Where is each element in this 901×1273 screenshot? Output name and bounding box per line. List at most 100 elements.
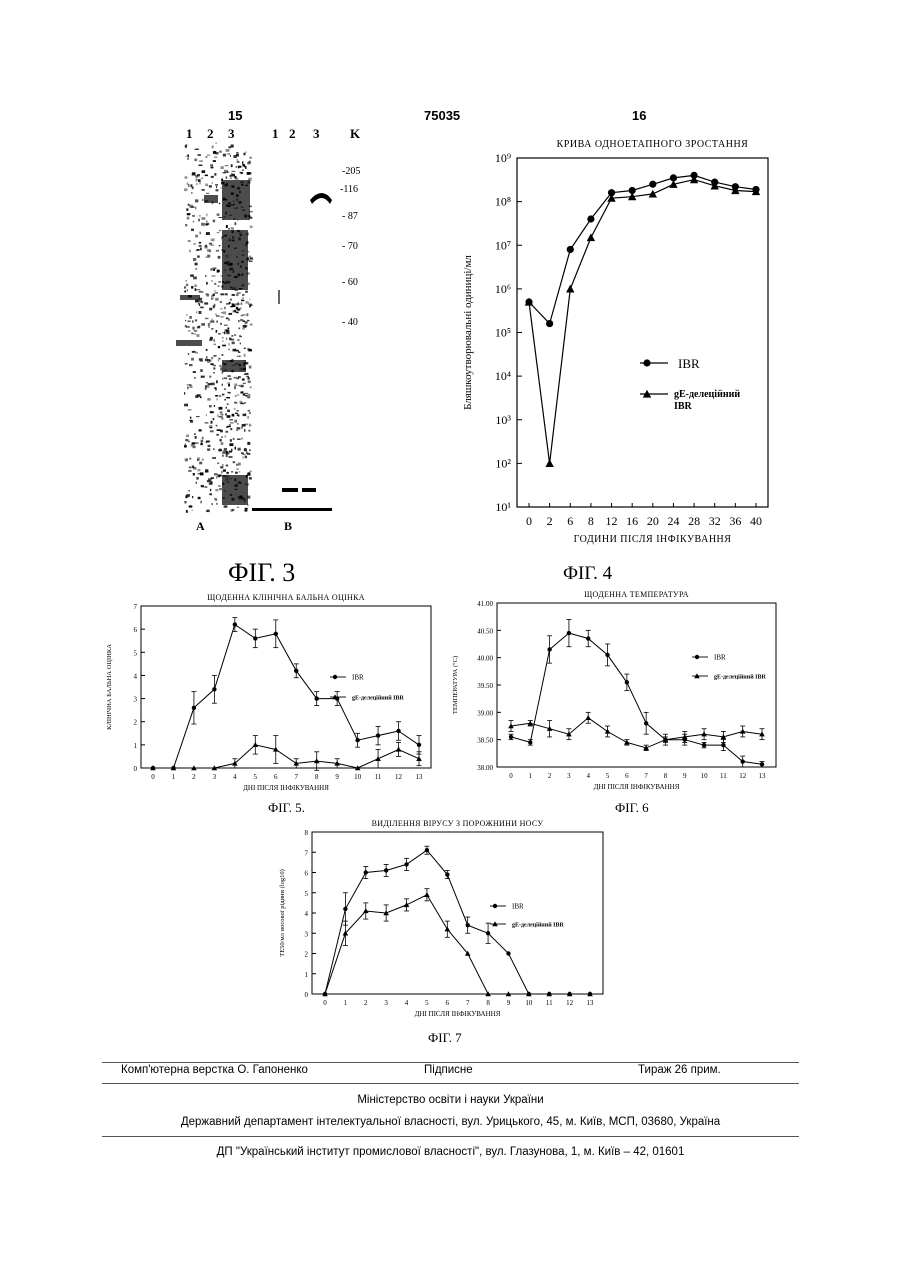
gel-speck <box>243 321 246 323</box>
gel-speck <box>218 346 220 348</box>
gel-band <box>222 180 250 220</box>
data-point <box>396 729 400 733</box>
y-tick-label: 10⁷ <box>495 238 511 252</box>
gel-speck <box>212 457 216 458</box>
gel-speck <box>244 429 245 432</box>
gel-band <box>302 488 316 492</box>
x-tick-label: 6 <box>625 772 629 780</box>
plot-frame <box>497 603 776 767</box>
lane-label-a3: 3 <box>228 126 235 141</box>
gel-speck <box>208 383 212 385</box>
gel-speck <box>209 185 212 187</box>
gel-speck <box>220 411 223 413</box>
gel-speck <box>198 219 199 222</box>
gel-speck <box>241 438 242 440</box>
gel-speck <box>199 429 202 431</box>
gel-speck <box>248 161 251 163</box>
gel-speck <box>207 362 210 363</box>
data-point <box>253 636 257 640</box>
gel-speck <box>237 439 241 441</box>
gel-speck <box>239 335 241 337</box>
x-tick-label: 4 <box>233 773 237 781</box>
gel-speck <box>232 342 235 345</box>
gel-speck <box>195 149 199 150</box>
gel-speck <box>249 478 251 479</box>
gel-speck <box>235 350 238 352</box>
y-tick-label: 40.00 <box>477 655 493 663</box>
gel-speck <box>187 217 190 220</box>
fig6-chart: ЩОДЕННА ТЕМПЕРАТУРА38.0038.5039.0039.504… <box>440 584 790 799</box>
gel-speck <box>188 204 190 206</box>
data-point <box>355 738 359 742</box>
gel-speck <box>191 229 194 231</box>
plot-frame <box>141 606 431 768</box>
gel-speck <box>228 146 231 148</box>
gel-speck <box>202 199 204 201</box>
gel-speck <box>226 451 228 454</box>
y-tick-label: 0 <box>305 991 309 999</box>
gel-band <box>278 290 280 304</box>
patent-number: 75035 <box>424 108 460 123</box>
gel-speck <box>192 320 194 322</box>
series-line <box>529 175 756 323</box>
gel-speck <box>196 178 198 181</box>
series-ge-deleted <box>508 712 765 750</box>
gel-speck <box>199 245 202 247</box>
x-tick-label: 1 <box>529 772 533 780</box>
chart-title: КРИВА ОДНОЕТАПНОГО ЗРОСТАННЯ <box>557 139 749 150</box>
gel-speck <box>211 167 213 169</box>
gel-speck <box>248 394 251 395</box>
gel-speck <box>217 463 219 464</box>
gel-speck <box>230 439 232 442</box>
gel-speck <box>226 407 227 409</box>
gel-speck <box>199 358 203 360</box>
data-point <box>417 743 421 747</box>
gel-speck <box>210 363 213 365</box>
gel-speck <box>210 337 213 340</box>
gel-speck <box>237 395 240 396</box>
series-line <box>529 180 756 464</box>
gel-speck <box>224 399 226 401</box>
gel-speck <box>229 378 232 380</box>
gel-speck <box>247 320 250 321</box>
gel-speck <box>244 354 246 357</box>
gel-speck <box>226 472 228 474</box>
gel-speck <box>193 333 196 334</box>
gel-speck <box>250 226 253 229</box>
gel-speck <box>213 372 214 373</box>
gel-speck <box>217 429 221 431</box>
x-tick-label: 0 <box>151 773 155 781</box>
gel-speck <box>242 164 245 166</box>
data-point <box>567 631 571 635</box>
gel-speck <box>227 375 230 377</box>
gel-speck <box>237 378 239 380</box>
gel-speck <box>201 442 203 445</box>
y-axis-label: КЛІНІЧНА БАЛЬНА ОЦІНКА <box>106 644 113 730</box>
fig3-gel: 1 2 3 1 2 3 K -205 -116 - 87 - 70 - 60 -… <box>160 120 390 540</box>
gel-speck <box>226 465 228 467</box>
gel-speck <box>193 221 194 223</box>
gel-speck <box>191 333 193 335</box>
gel-speck <box>245 395 247 397</box>
data-point <box>649 190 657 198</box>
gel-speck <box>210 489 211 491</box>
data-point <box>445 872 449 876</box>
x-tick-label: 5 <box>606 772 610 780</box>
gel-speck <box>230 155 231 157</box>
gel-speck <box>226 338 227 340</box>
data-point <box>396 747 402 752</box>
y-tick-label: 10⁹ <box>495 151 511 165</box>
gel-speck <box>217 214 220 216</box>
gel-speck <box>222 341 224 342</box>
gel-speck <box>218 333 221 334</box>
gel-speck <box>187 387 189 390</box>
gel-speck <box>185 224 187 226</box>
gel-speck <box>249 366 252 369</box>
gel-speck <box>190 386 193 389</box>
gel-speck <box>209 323 211 325</box>
gel-speck <box>224 307 226 309</box>
gel-speck <box>217 232 219 233</box>
x-tick-label: 0 <box>526 514 532 528</box>
gel-speck <box>186 208 188 210</box>
gel-speck <box>206 221 207 223</box>
